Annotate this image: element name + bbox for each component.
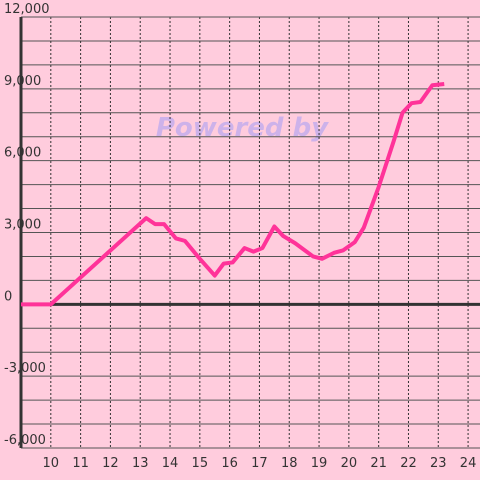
x-tick-label: 21 xyxy=(370,456,387,471)
x-tick-label: 23 xyxy=(430,456,447,471)
x-tick-label: 12 xyxy=(102,456,119,471)
x-tick-label: 14 xyxy=(162,456,179,471)
x-tick-label: 19 xyxy=(311,456,328,471)
y-tick-label: 12,000 xyxy=(4,2,50,17)
y-tick-label: 3,000 xyxy=(4,218,41,233)
x-tick-label: 11 xyxy=(72,456,89,471)
y-tick-label: 0 xyxy=(4,289,12,304)
y-tick-label: 9,000 xyxy=(4,74,41,89)
x-tick-label: 24 xyxy=(460,456,477,471)
x-tick-label: 16 xyxy=(221,456,238,471)
x-tick-label: 18 xyxy=(281,456,298,471)
x-tick-label: 17 xyxy=(251,456,268,471)
x-tick-label: 22 xyxy=(400,456,417,471)
x-tick-label: 10 xyxy=(43,456,60,471)
data-line xyxy=(21,82,445,307)
y-tick-label: -3,000 xyxy=(4,361,46,376)
x-tick-label: 20 xyxy=(341,456,358,471)
watermark: Powered by xyxy=(156,113,329,143)
y-tick-label: -6,000 xyxy=(4,433,46,448)
y-tick-label: 6,000 xyxy=(4,146,41,161)
x-tick-label: 15 xyxy=(192,456,209,471)
x-tick-label: 13 xyxy=(132,456,149,471)
